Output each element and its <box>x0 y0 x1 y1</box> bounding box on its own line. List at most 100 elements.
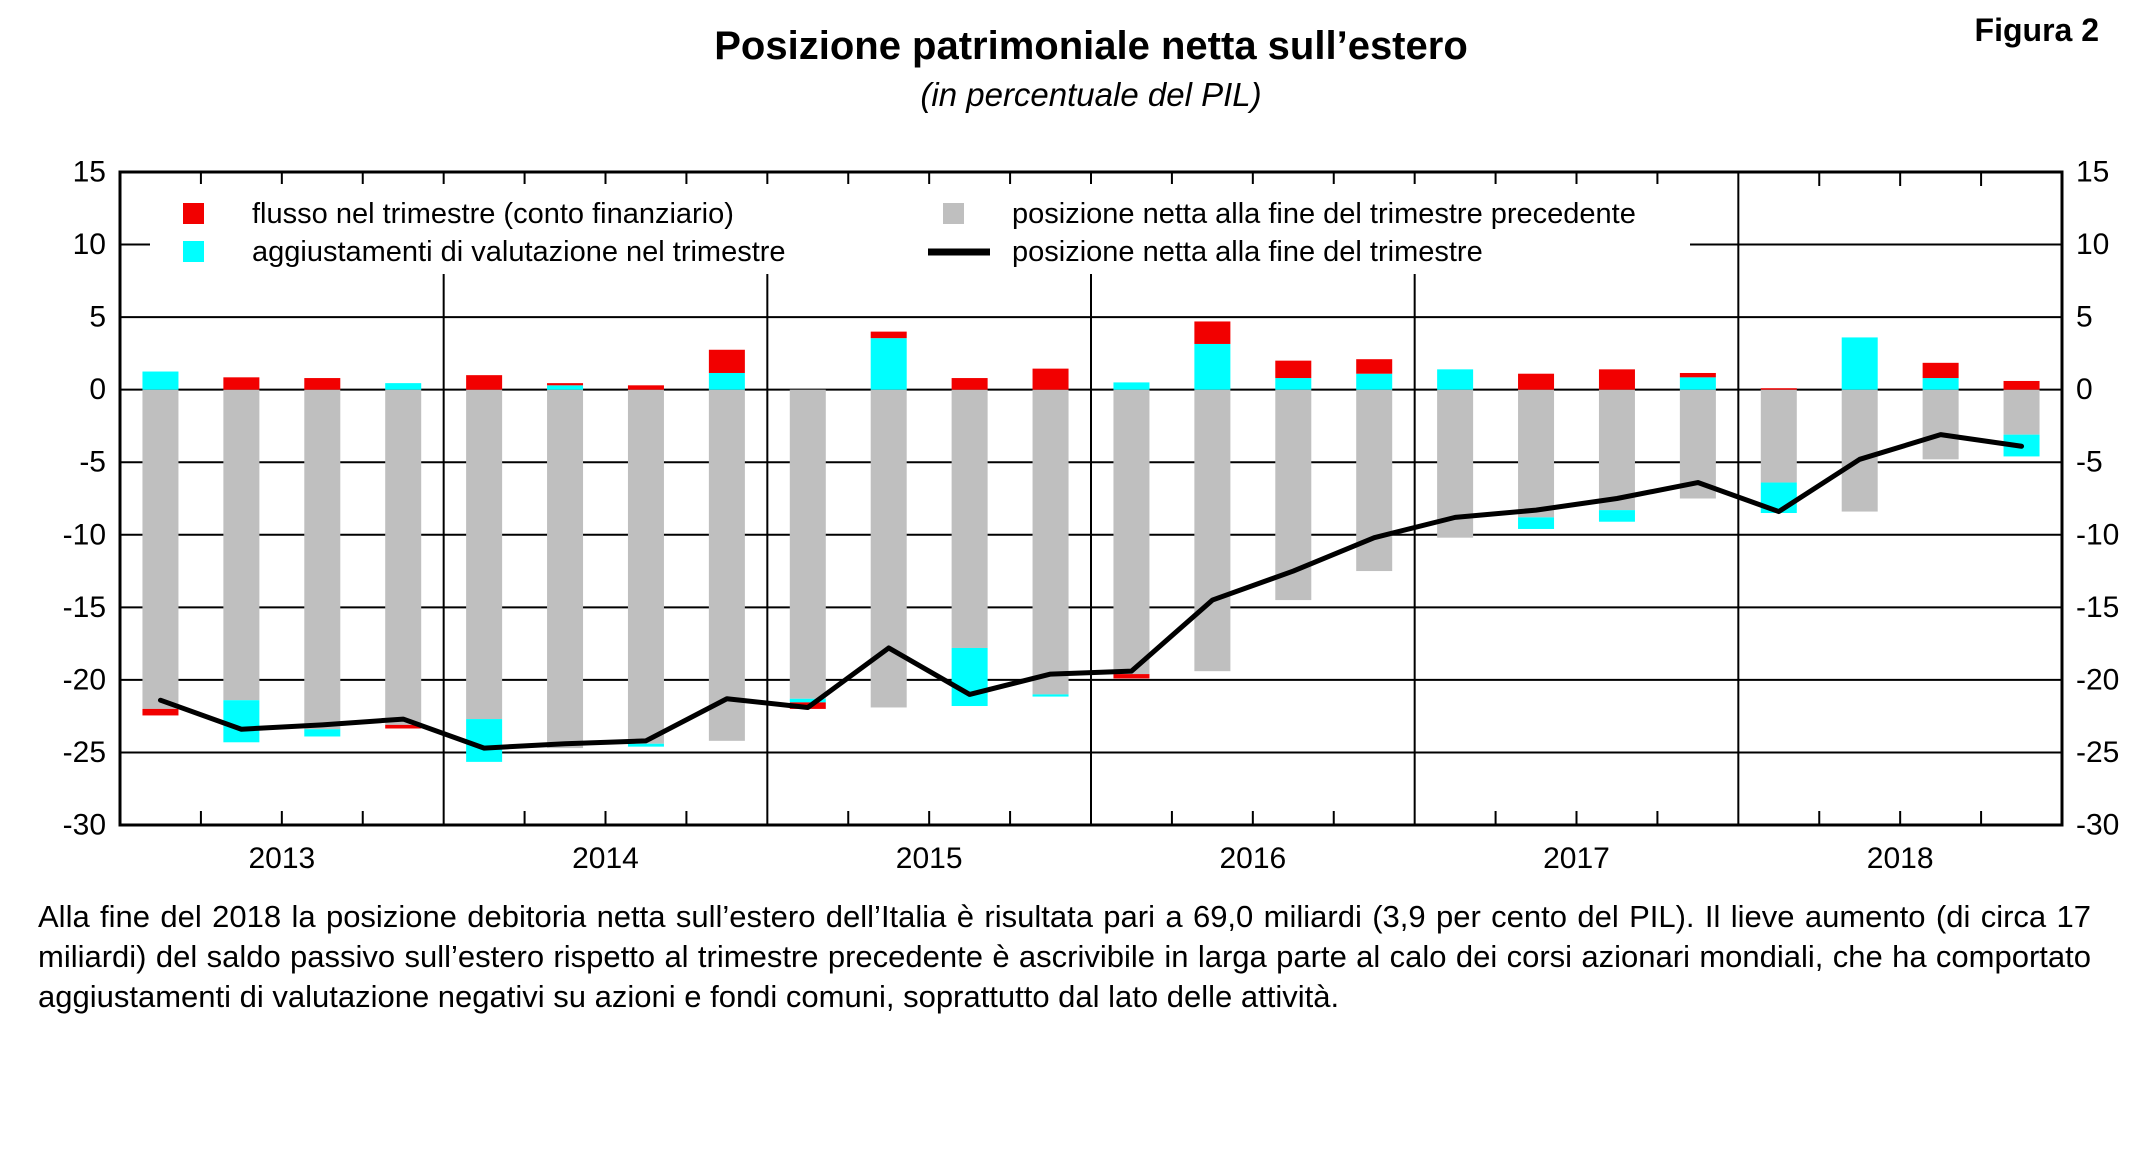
year-label: 2016 <box>1219 842 1286 875</box>
niip-chart: flusso nel trimestre (conto finanziario)… <box>63 156 2120 876</box>
figure-number-label: Figura 2 <box>1974 12 2099 48</box>
bar-flow <box>223 377 260 390</box>
bar-previous-position <box>2003 389 2040 435</box>
bar-previous-position <box>304 389 341 730</box>
bar-valuation <box>627 743 664 747</box>
bar-valuation <box>547 385 584 390</box>
bar-flow <box>708 349 745 373</box>
y-axis-labels-right: 15 10 5 0 -5 -10 -15 -20 -25 -30 <box>2076 156 2119 842</box>
chart-subtitle: (in percentuale del PIL) <box>920 76 1262 113</box>
year-label: 2013 <box>248 842 315 875</box>
y-tick-label: 10 <box>73 228 106 261</box>
niip-line <box>157 432 2025 751</box>
x-axis-labels: 2013 2014 2015 2016 2017 2018 <box>248 842 1933 875</box>
bar-valuation <box>466 719 503 762</box>
bar-flow <box>1194 321 1231 344</box>
y-tick-label: -5 <box>79 446 106 479</box>
year-label: 2018 <box>1867 842 1934 875</box>
bar-flow <box>466 375 503 390</box>
y-tick-label: 10 <box>2076 228 2109 261</box>
y-tick-label: 5 <box>2076 301 2093 334</box>
bar-valuation <box>304 729 341 737</box>
y-tick-label: -15 <box>63 591 106 624</box>
bar-valuation <box>870 338 907 390</box>
bar-flow <box>2003 380 2040 390</box>
y-tick-label: -20 <box>63 663 106 696</box>
bar-previous-position <box>951 389 988 648</box>
year-label: 2014 <box>572 842 639 875</box>
y-tick-label: -10 <box>63 518 106 551</box>
bar-flow <box>547 383 584 386</box>
bar-valuation <box>1922 378 1959 390</box>
bar-previous-position <box>627 389 664 744</box>
y-tick-label: -5 <box>2076 446 2103 479</box>
bar-valuation <box>1275 378 1312 390</box>
bar-valuation <box>1113 382 1150 390</box>
legend-label: flusso nel trimestre (conto finanziario) <box>252 198 734 230</box>
bar-valuation <box>1841 337 1878 390</box>
bar-flow <box>1113 674 1150 679</box>
year-label: 2017 <box>1543 842 1610 875</box>
plot-frame <box>118 170 2064 827</box>
figure-caption: Alla fine del 2018 la posizione debitori… <box>38 899 2091 1014</box>
bar-flow <box>385 724 422 729</box>
bar-valuation <box>1518 517 1555 529</box>
bar-flow <box>627 385 664 390</box>
y-tick-label: -30 <box>2076 809 2119 842</box>
y-tick-label: -20 <box>2076 663 2119 696</box>
bar-previous-position <box>1760 389 1797 483</box>
bar-flow <box>1922 362 1959 379</box>
bar-flow <box>1356 359 1393 374</box>
quarter-ticks <box>199 172 1983 825</box>
bar-previous-position <box>1032 389 1069 695</box>
y-tick-label: 0 <box>2076 373 2093 406</box>
bar-previous-position <box>708 389 745 741</box>
legend-swatch-flow <box>183 203 204 224</box>
bar-valuation <box>1356 373 1393 390</box>
y-tick-label: 15 <box>2076 156 2109 189</box>
bar-previous-position <box>466 389 503 720</box>
legend-label: aggiustamenti di valutazione nel trimest… <box>252 236 786 268</box>
y-tick-label: -25 <box>63 736 106 769</box>
bar-valuation <box>789 698 826 703</box>
bar-valuation <box>1194 343 1231 390</box>
legend-swatch-previous <box>943 203 964 224</box>
bar-previous-position <box>1518 389 1555 518</box>
legend-swatch-valuation <box>183 241 204 262</box>
y-tick-label: -10 <box>2076 518 2119 551</box>
y-tick-label: -15 <box>2076 591 2119 624</box>
bar-valuation <box>385 383 422 390</box>
bar-flow <box>1275 360 1312 379</box>
legend-label: posizione netta alla fine del trimestre … <box>1012 198 1636 230</box>
bar-valuation <box>223 700 260 743</box>
bar-previous-position <box>789 389 826 699</box>
bar-flow <box>1518 373 1555 390</box>
y-tick-label: 5 <box>89 301 106 334</box>
y-tick-label: -25 <box>2076 736 2119 769</box>
bar-valuation <box>951 647 988 707</box>
bar-flow <box>870 331 907 339</box>
year-label: 2015 <box>896 842 963 875</box>
legend-panel <box>150 184 1690 274</box>
bar-previous-position <box>1922 389 1959 460</box>
bar-previous-position <box>385 389 422 725</box>
bar-flow <box>304 378 341 390</box>
bar-previous-position <box>1194 389 1231 672</box>
y-tick-label: 0 <box>89 373 106 406</box>
bar-flow <box>142 708 179 716</box>
chart-title: Posizione patrimoniale netta sull’estero <box>714 24 1468 68</box>
bar-flow <box>1032 368 1069 390</box>
bar-valuation <box>708 372 745 390</box>
bar-valuation <box>1032 694 1069 697</box>
legend-label: posizione netta alla fine del trimestre <box>1012 236 1483 268</box>
bar-previous-position <box>547 389 584 749</box>
y-tick-label: 15 <box>73 156 106 189</box>
bar-previous-position <box>1113 389 1150 675</box>
bar-previous-position <box>1437 389 1474 538</box>
bar-previous-position <box>142 389 179 709</box>
bar-previous-position <box>1841 389 1878 512</box>
bar-valuation <box>142 371 179 390</box>
bar-valuation <box>1598 510 1635 522</box>
bar-valuation <box>1679 377 1716 390</box>
